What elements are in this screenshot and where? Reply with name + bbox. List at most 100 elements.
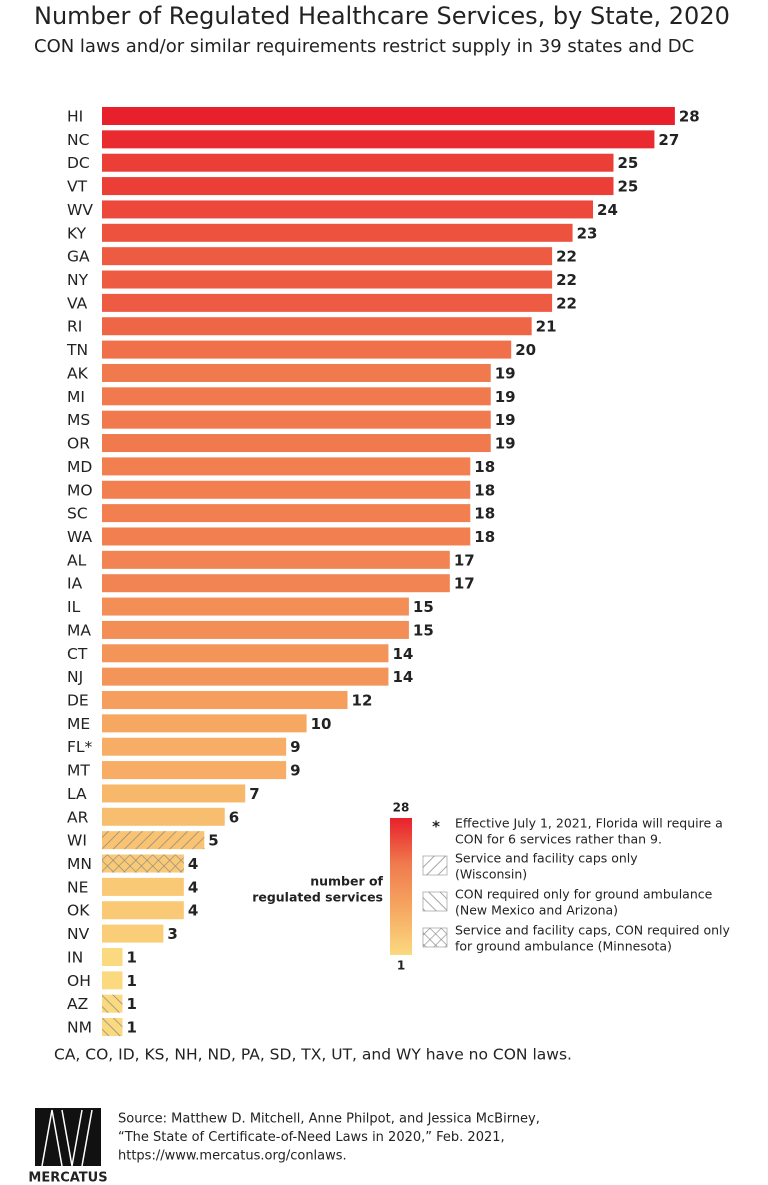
value-label: 19 — [495, 364, 516, 382]
category-label: MI — [67, 388, 85, 406]
bar — [102, 387, 491, 406]
bar — [102, 784, 246, 803]
value-label: 24 — [597, 201, 618, 219]
value-label: 22 — [556, 294, 577, 312]
category-label: NJ — [67, 668, 83, 686]
bar — [102, 270, 553, 289]
bar-hatch — [102, 1018, 123, 1037]
bar — [102, 971, 123, 990]
legend-symbol: * — [432, 818, 440, 836]
category-label: GA — [67, 248, 90, 266]
value-label: 25 — [618, 178, 639, 196]
category-label: NV — [67, 925, 90, 943]
value-label: 18 — [474, 528, 495, 546]
category-label: CT — [67, 645, 88, 663]
color-scale-bar — [390, 818, 412, 955]
value-label: 4 — [188, 878, 198, 896]
value-label: 18 — [474, 505, 495, 523]
legend-label: CON required only for ground ambulance — [455, 887, 713, 902]
value-label: 3 — [167, 925, 177, 943]
bar — [102, 434, 491, 453]
bar — [102, 597, 409, 616]
logo: MERCATUS — [28, 1108, 108, 1185]
value-label: 21 — [536, 318, 557, 336]
category-label: RI — [67, 318, 82, 336]
bar-hatch — [102, 854, 184, 873]
category-label: IN — [67, 948, 83, 966]
legend-label: (Wisconsin) — [455, 867, 527, 882]
category-label: OH — [67, 972, 91, 990]
bar — [102, 153, 614, 172]
category-label: IL — [67, 598, 81, 616]
value-label: 18 — [474, 458, 495, 476]
category-label: VT — [67, 178, 88, 196]
bar — [102, 807, 225, 826]
category-label: NC — [67, 131, 89, 149]
bar — [102, 247, 553, 266]
source: “The State of Certificate-of-Need Laws i… — [118, 1130, 505, 1145]
value-label: 15 — [413, 621, 434, 639]
value-label: 19 — [495, 435, 516, 453]
bar — [102, 550, 450, 569]
value-label: 22 — [556, 248, 577, 266]
value-label: 19 — [495, 388, 516, 406]
legend-label: for ground ambulance (Minnesota) — [455, 939, 672, 954]
bar — [102, 737, 287, 756]
legend-label: Effective July 1, 2021, Florida will req… — [455, 816, 723, 831]
bar — [102, 504, 471, 523]
category-label: MN — [67, 855, 92, 873]
bar — [102, 200, 594, 219]
value-label: 22 — [556, 271, 577, 289]
value-label: 10 — [311, 715, 332, 733]
value-label: 14 — [392, 645, 413, 663]
category-label: NM — [67, 1019, 92, 1037]
value-label: 1 — [126, 1019, 136, 1037]
category-label: OR — [67, 435, 90, 453]
value-label: 7 — [249, 785, 259, 803]
bar — [102, 340, 512, 359]
value-label: 9 — [290, 762, 300, 780]
category-label: SC — [67, 505, 88, 523]
category-label: DE — [67, 692, 89, 710]
chart-subtitle: CON laws and/or similar requirements res… — [34, 36, 694, 57]
category-label: WA — [67, 528, 92, 546]
category-label: IA — [67, 575, 83, 593]
value-label: 1 — [126, 995, 136, 1013]
value-label: 15 — [413, 598, 434, 616]
value-label: 6 — [229, 808, 239, 826]
bar — [102, 177, 614, 196]
bar — [102, 317, 532, 336]
bars: HI 28 NC 27 DC 25 VT 25 WV 24 KY 23 GA 22 NY 22 VA 22 RI 21… — [66, 107, 700, 1037]
bar — [102, 947, 123, 966]
color-scale-title: number of — [310, 874, 383, 889]
note: CA, CO, ID, KS, NH, ND, PA, SD, TX, UT, … — [54, 1046, 572, 1064]
value-label: 20 — [515, 341, 536, 359]
chart-title: Number of Regulated Healthcare Services,… — [34, 2, 730, 30]
value-label: 18 — [474, 481, 495, 499]
bar — [102, 410, 491, 429]
category-label: LA — [67, 785, 87, 803]
legend-swatch-hatch — [423, 892, 447, 911]
category-label: AR — [67, 808, 89, 826]
bar — [102, 480, 471, 499]
bar — [102, 620, 409, 639]
category-label: NE — [67, 878, 88, 896]
bar — [102, 223, 573, 242]
color-scale-title: regulated services — [252, 890, 383, 905]
category-label: VA — [67, 294, 88, 312]
bar — [102, 924, 164, 943]
color-scale-max: 28 — [393, 801, 410, 815]
value-label: 14 — [392, 668, 413, 686]
category-label: TN — [66, 341, 88, 359]
category-label: MD — [67, 458, 92, 476]
source: Source: Matthew D. Mitchell, Anne Philpo… — [118, 1112, 540, 1127]
value-label: 12 — [352, 692, 373, 710]
logo-lines — [41, 1109, 93, 1167]
value-label: 4 — [188, 855, 198, 873]
legend-label: Service and facility caps only — [455, 851, 638, 866]
category-label: DC — [67, 154, 90, 172]
color-scale-min: 1 — [397, 959, 405, 973]
category-label: FL* — [67, 738, 93, 756]
